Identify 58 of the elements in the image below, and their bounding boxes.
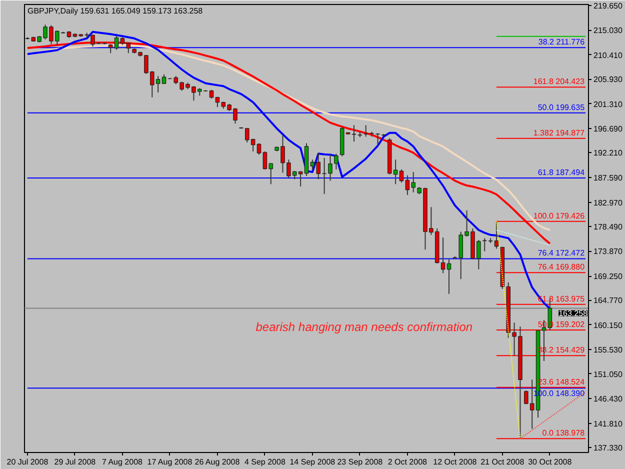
y-tick-label: 169.250 — [594, 272, 623, 282]
y-tick-label: 201.310 — [594, 100, 623, 109]
x-tick-label: 14 Sep 2008 — [290, 458, 336, 466]
candlestick — [334, 153, 338, 170]
y-tick-label: 164.770 — [594, 296, 623, 306]
chart-title: GBPJPY,Daily 159.631 165.049 159.173 163.258 — [28, 6, 204, 16]
candlestick — [440, 237, 446, 274]
y-tick-label: 219.650 — [594, 1, 623, 10]
annotation: bearish hanging man needs confirmation — [256, 320, 473, 334]
series-label: 161.8 204.423 — [533, 77, 586, 86]
candlestick — [256, 142, 262, 156]
y-tick-label: 178.490 — [594, 222, 623, 232]
candlestick — [114, 36, 119, 50]
x-tick-label: 12 Oct 2008 — [433, 458, 478, 466]
candlestick — [126, 42, 131, 54]
x-tick-label: 2 Oct 2008 — [388, 458, 428, 466]
x-tick-label: 29 Jul 2008 — [54, 458, 96, 466]
x-tick-label: 7 Aug 2008 — [102, 458, 144, 466]
ref-line-label: 163.258 — [558, 309, 588, 318]
y-tick-label: 160.150 — [594, 320, 623, 330]
x-tick-label: 21 Oct 2008 — [480, 458, 525, 466]
series-label: 100.0 179.426 — [533, 211, 586, 220]
y-tick-label: 205.930 — [594, 75, 623, 84]
series-label: 1.382 194.877 — [533, 128, 586, 138]
y-tick-label: 141.810 — [594, 419, 623, 428]
series-label: 61.8 187.494 — [538, 168, 586, 178]
candlestick — [446, 258, 452, 294]
y-tick-label: 196.690 — [594, 124, 623, 134]
y-tick-label: 210.410 — [594, 50, 623, 60]
series-label: 50.0 199.635 — [538, 102, 586, 112]
series-label: 0.0 138.978 — [542, 428, 586, 438]
line-series — [496, 230, 550, 246]
candlestick — [376, 132, 380, 147]
x-tick-label: 23 Sep 2008 — [337, 458, 384, 466]
series-label: 38.2 211.776 — [538, 38, 586, 47]
y-tick-label: 155.530 — [594, 346, 623, 355]
candlestick — [494, 220, 499, 250]
y-tick-label: 151.050 — [594, 370, 623, 379]
y-tick-label: 137.330 — [594, 444, 623, 453]
y-tick-label: 192.210 — [594, 148, 623, 158]
x-tick-label: 17 Aug 2008 — [147, 458, 193, 466]
candlestick — [352, 124, 356, 142]
candlestick — [399, 168, 404, 184]
x-tick-label: 20 Jul 2008 — [6, 458, 49, 466]
line-series — [520, 391, 586, 440]
candlestick — [328, 154, 332, 182]
line-series — [496, 220, 521, 440]
y-tick-label: 182.970 — [594, 198, 623, 208]
y-tick-label: 215.030 — [594, 26, 623, 36]
x-tick-label: 4 Sep 2008 — [244, 458, 286, 466]
series-label: 76.4 172.472 — [538, 248, 586, 258]
y-tick-label: 187.590 — [594, 174, 623, 183]
candlestick — [364, 124, 368, 138]
x-tick-label: 30 Oct 2008 — [528, 458, 572, 466]
x-tick-label: 26 Aug 2008 — [194, 458, 240, 466]
series-label: 76.4 169.880 — [538, 262, 586, 272]
y-tick-label: 173.870 — [594, 247, 623, 256]
y-tick-label: 146.430 — [594, 394, 623, 404]
